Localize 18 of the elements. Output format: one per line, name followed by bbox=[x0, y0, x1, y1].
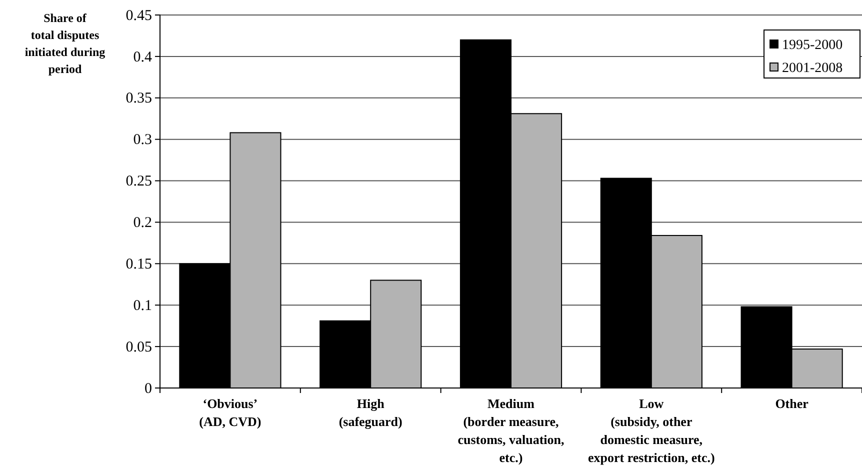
x-tick-label: Medium (border measure, customs, valuation, etc.) bbox=[458, 396, 564, 465]
x-tick-label: Low (subsidy, other domestic measure, export restriction, etc.) bbox=[588, 396, 715, 465]
y-tick-label: 0.1 bbox=[133, 298, 152, 314]
y-tick-label: 0 bbox=[144, 380, 152, 397]
y-tick-label: 0.15 bbox=[126, 256, 152, 272]
y-tick-label: 0.2 bbox=[133, 215, 152, 232]
y-tick-label: 0.4 bbox=[133, 49, 152, 66]
y-tick-label: 0.3 bbox=[133, 132, 152, 148]
legend-label: 1995-2000 bbox=[782, 38, 843, 53]
y-tick-label: 0.05 bbox=[126, 339, 152, 356]
x-tick-label: High (safeguard) bbox=[338, 396, 402, 429]
x-tick-label: ‘Obvious’ (AD, CVD) bbox=[199, 396, 262, 429]
y-axis-title: Share of total disputes initiated during period bbox=[24, 11, 106, 76]
x-tick-label: Other bbox=[775, 396, 809, 411]
legend-label: 2001-2008 bbox=[782, 61, 843, 76]
y-tick-label: 0.35 bbox=[126, 90, 152, 107]
y-tick-label: 0.45 bbox=[126, 8, 152, 24]
y-tick-label: 0.25 bbox=[126, 174, 152, 190]
